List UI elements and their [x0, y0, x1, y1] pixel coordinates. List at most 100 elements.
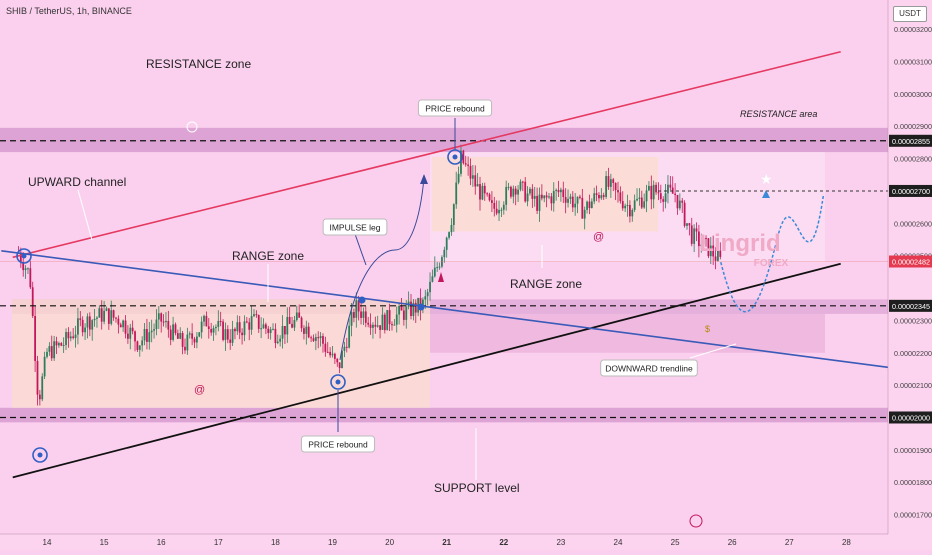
price-marker-label-3: 0.00002345	[892, 302, 930, 311]
downward-trendline	[1, 250, 889, 369]
price-marker-label-0: 0.00002855	[892, 137, 930, 146]
candle-body	[600, 195, 603, 199]
candle-body	[150, 330, 153, 333]
impulse-arrowhead	[420, 174, 428, 184]
price-tick-label: 0.00002100	[894, 381, 932, 390]
price-rebound-top-callout-box	[417, 99, 493, 117]
candle-body	[48, 346, 51, 352]
candle-body	[424, 296, 427, 300]
candle-body	[555, 189, 558, 191]
currency-button[interactable]: USDT	[893, 6, 927, 22]
candle-body	[155, 319, 158, 330]
candle-body	[510, 186, 512, 197]
support-level-label: SUPPORT level	[434, 481, 520, 495]
price-tick-label: 0.00001700	[894, 511, 932, 520]
star-icon: ★	[760, 171, 773, 187]
rebound-marker-3-dot	[335, 379, 341, 385]
candle-body	[250, 316, 253, 330]
candle-body	[138, 345, 141, 350]
candle-body	[93, 318, 96, 321]
impulse-leg-callout: IMPULSE leg	[322, 218, 388, 236]
candle-body	[167, 320, 170, 330]
price-rebound-top-callout: PRICE rebound	[417, 99, 493, 117]
candle-body	[545, 195, 548, 198]
candle-body	[72, 336, 75, 338]
candle-body	[536, 195, 539, 211]
candle-body	[179, 333, 182, 339]
candle-body	[241, 332, 243, 336]
candle-body	[148, 332, 151, 342]
rocket-icon	[438, 272, 444, 282]
candle-body	[184, 346, 186, 351]
candle-body	[443, 249, 446, 258]
candle-body	[705, 238, 707, 240]
impulse-leg-callout-box	[322, 218, 388, 236]
candle-body	[619, 192, 622, 202]
candle-body	[195, 336, 198, 343]
candle-body	[645, 190, 648, 202]
candle-body	[326, 351, 329, 353]
candle-body	[298, 312, 301, 318]
candle-body	[267, 328, 270, 334]
candle-body	[495, 208, 498, 214]
candle-body	[264, 324, 267, 329]
candle-body	[31, 287, 34, 316]
candle-body	[391, 324, 393, 326]
candle-body	[288, 316, 291, 324]
candle-body	[188, 333, 191, 335]
candle-body	[574, 203, 577, 208]
candle-body	[345, 346, 348, 348]
candle-body	[426, 292, 429, 297]
candle-body	[69, 336, 72, 339]
candle-body	[291, 323, 293, 328]
candle-body	[215, 326, 217, 329]
watermark-brand: Lingrid	[699, 230, 780, 257]
candle-body	[200, 321, 203, 333]
candle-body	[376, 325, 379, 327]
candle-body	[364, 311, 367, 323]
info-icon	[186, 121, 198, 133]
candle-body	[697, 231, 700, 247]
candle-body	[162, 321, 165, 323]
candle-body	[655, 184, 657, 193]
candle-body	[457, 173, 460, 183]
candle-body	[695, 228, 698, 232]
candle-body	[157, 313, 160, 320]
candle-body	[502, 204, 505, 210]
impulse-curve	[339, 177, 425, 361]
symbol-header: SHIB / TetherUS, 1h, BINANCE	[6, 6, 132, 16]
candle-body	[146, 329, 148, 342]
candle-body	[38, 394, 41, 400]
candle-body	[517, 189, 519, 195]
candle-body	[229, 339, 232, 343]
time-tick-label: 23	[556, 538, 565, 547]
candle-body	[650, 185, 653, 200]
candle-body	[452, 204, 455, 225]
candle-body	[126, 333, 129, 339]
price-marker-1	[889, 184, 932, 197]
price-marker-label-4: 0.00002000	[892, 413, 930, 422]
price-rebound-bottom-callout-box	[300, 435, 376, 453]
candle-body	[583, 209, 586, 219]
downtrend-pointer	[689, 343, 737, 359]
candle-body	[186, 334, 189, 351]
candle-body	[605, 176, 608, 197]
touch-dot-1	[358, 296, 366, 304]
candle-body	[257, 315, 260, 329]
candle-body	[134, 331, 136, 342]
candle-body	[357, 300, 360, 312]
time-tick-label: 24	[614, 538, 623, 547]
price-tick-label: 0.00003200	[894, 25, 932, 34]
candle-body	[84, 327, 86, 333]
downward-trendline-callout: DOWNWARD trendline	[600, 359, 698, 377]
candle-body	[60, 343, 63, 346]
time-tick-label: 25	[671, 538, 680, 547]
touch-dot-2	[417, 303, 425, 311]
candle-body	[307, 326, 310, 338]
candle-body	[643, 201, 646, 208]
candle-body	[57, 343, 60, 346]
candle-body	[255, 314, 258, 316]
candle-body	[640, 197, 643, 208]
candle-body	[500, 209, 503, 211]
candle-body	[372, 324, 374, 328]
